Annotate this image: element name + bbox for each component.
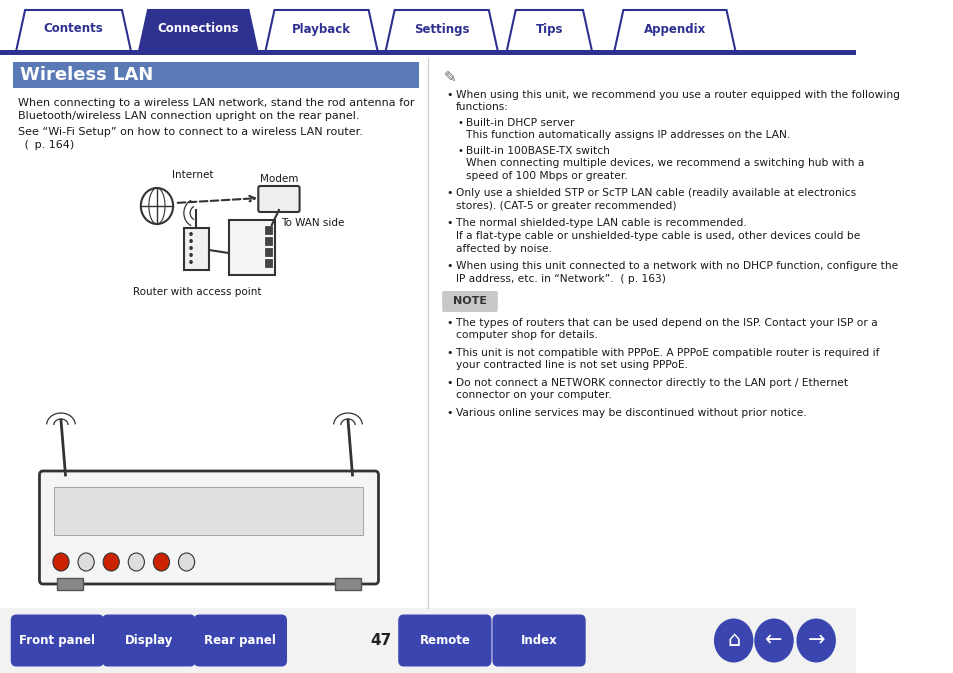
Text: •: • xyxy=(446,348,453,358)
Text: •: • xyxy=(456,118,463,128)
Text: Tips: Tips xyxy=(535,22,562,36)
FancyBboxPatch shape xyxy=(39,471,378,584)
Circle shape xyxy=(189,239,193,243)
Text: •: • xyxy=(446,261,453,271)
Text: When using this unit, we recommend you use a router equipped with the following: When using this unit, we recommend you u… xyxy=(456,90,899,100)
Text: Modem: Modem xyxy=(259,174,298,184)
Text: →: → xyxy=(806,631,824,651)
Circle shape xyxy=(78,553,94,571)
FancyBboxPatch shape xyxy=(0,608,855,673)
Text: connector on your computer.: connector on your computer. xyxy=(456,390,611,400)
Text: When connecting to a wireless LAN network, stand the rod antenna for: When connecting to a wireless LAN networ… xyxy=(18,98,414,108)
Circle shape xyxy=(189,253,193,257)
FancyBboxPatch shape xyxy=(229,220,275,275)
FancyBboxPatch shape xyxy=(258,186,299,212)
FancyBboxPatch shape xyxy=(56,578,83,590)
Polygon shape xyxy=(506,10,592,51)
FancyBboxPatch shape xyxy=(264,226,272,234)
Text: Rear panel: Rear panel xyxy=(204,634,276,647)
Text: Various online services may be discontinued without prior notice.: Various online services may be discontin… xyxy=(456,408,805,418)
FancyBboxPatch shape xyxy=(335,578,361,590)
Circle shape xyxy=(178,553,194,571)
Polygon shape xyxy=(16,10,131,51)
FancyBboxPatch shape xyxy=(397,614,491,666)
Circle shape xyxy=(796,618,835,662)
Polygon shape xyxy=(385,10,497,51)
Text: ✎: ✎ xyxy=(443,70,456,85)
Text: This unit is not compatible with PPPoE. A PPPoE compatible router is required if: This unit is not compatible with PPPoE. … xyxy=(456,348,878,358)
Text: Router with access point: Router with access point xyxy=(132,287,261,297)
Circle shape xyxy=(103,553,119,571)
Text: This function automatically assigns IP addresses on the LAN.: This function automatically assigns IP a… xyxy=(466,131,790,141)
Text: To WAN side: To WAN side xyxy=(280,218,344,228)
Text: Remote: Remote xyxy=(419,634,470,647)
Text: See “Wi-Fi Setup” on how to connect to a wireless LAN router.: See “Wi-Fi Setup” on how to connect to a… xyxy=(18,127,362,137)
Text: 47: 47 xyxy=(370,633,392,648)
Text: IP address, etc. in “Network”.  ( p. 163): IP address, etc. in “Network”. ( p. 163) xyxy=(456,273,665,283)
Circle shape xyxy=(754,618,793,662)
Polygon shape xyxy=(614,10,735,51)
Circle shape xyxy=(713,618,753,662)
Text: stores). (CAT-5 or greater recommended): stores). (CAT-5 or greater recommended) xyxy=(456,201,676,211)
FancyBboxPatch shape xyxy=(10,614,104,666)
Text: NOTE: NOTE xyxy=(453,296,486,306)
Circle shape xyxy=(189,232,193,236)
FancyBboxPatch shape xyxy=(184,228,209,270)
Polygon shape xyxy=(139,10,257,51)
Text: Do not connect a NETWORK connector directly to the LAN port / Ethernet: Do not connect a NETWORK connector direc… xyxy=(456,378,847,388)
FancyBboxPatch shape xyxy=(264,248,272,256)
Text: If a flat-type cable or unshielded-type cable is used, other devices could be: If a flat-type cable or unshielded-type … xyxy=(456,231,859,241)
Text: •: • xyxy=(446,90,453,100)
Text: •: • xyxy=(446,219,453,229)
Polygon shape xyxy=(265,10,377,51)
Text: ←: ← xyxy=(764,631,782,651)
Text: Settings: Settings xyxy=(414,22,469,36)
Circle shape xyxy=(189,260,193,264)
Text: Internet: Internet xyxy=(172,170,213,180)
Text: When using this unit connected to a network with no DHCP function, configure the: When using this unit connected to a netw… xyxy=(456,261,897,271)
Text: speed of 100 Mbps or greater.: speed of 100 Mbps or greater. xyxy=(466,171,627,181)
Text: Playback: Playback xyxy=(292,22,351,36)
Text: Built-in DHCP server: Built-in DHCP server xyxy=(466,118,575,128)
Text: Bluetooth/wireless LAN connection upright on the rear panel.: Bluetooth/wireless LAN connection uprigh… xyxy=(18,111,359,121)
FancyBboxPatch shape xyxy=(53,487,363,535)
Text: ⌂: ⌂ xyxy=(726,631,740,651)
Text: Appendix: Appendix xyxy=(643,22,705,36)
Circle shape xyxy=(128,553,144,571)
Text: computer shop for details.: computer shop for details. xyxy=(456,330,597,341)
Circle shape xyxy=(153,553,170,571)
Text: Front panel: Front panel xyxy=(19,634,95,647)
Text: •: • xyxy=(446,378,453,388)
Circle shape xyxy=(52,553,69,571)
Text: Index: Index xyxy=(520,634,557,647)
Text: Display: Display xyxy=(125,634,172,647)
Text: •: • xyxy=(446,318,453,328)
FancyBboxPatch shape xyxy=(193,614,287,666)
Text: affected by noise.: affected by noise. xyxy=(456,244,551,254)
Text: •: • xyxy=(446,408,453,418)
Text: Wireless LAN: Wireless LAN xyxy=(20,66,152,84)
FancyBboxPatch shape xyxy=(264,237,272,245)
Text: (  p. 164): ( p. 164) xyxy=(21,140,73,150)
Text: Built-in 100BASE-TX switch: Built-in 100BASE-TX switch xyxy=(466,146,610,156)
Text: •: • xyxy=(446,188,453,199)
Text: your contracted line is not set using PPPoE.: your contracted line is not set using PP… xyxy=(456,361,687,371)
Text: The normal shielded-type LAN cable is recommended.: The normal shielded-type LAN cable is re… xyxy=(456,219,745,229)
Text: functions:: functions: xyxy=(456,102,508,112)
FancyBboxPatch shape xyxy=(13,62,418,88)
Circle shape xyxy=(189,246,193,250)
FancyBboxPatch shape xyxy=(102,614,195,666)
Text: When connecting multiple devices, we recommend a switching hub with a: When connecting multiple devices, we rec… xyxy=(466,159,863,168)
FancyBboxPatch shape xyxy=(441,291,497,312)
Text: Only use a shielded STP or ScTP LAN cable (readily available at electronics: Only use a shielded STP or ScTP LAN cabl… xyxy=(456,188,855,199)
FancyBboxPatch shape xyxy=(492,614,585,666)
FancyBboxPatch shape xyxy=(0,50,855,55)
Text: •: • xyxy=(456,146,463,156)
Text: Contents: Contents xyxy=(44,22,103,36)
Text: Connections: Connections xyxy=(157,22,238,36)
FancyBboxPatch shape xyxy=(264,259,272,267)
Text: The types of routers that can be used depend on the ISP. Contact your ISP or a: The types of routers that can be used de… xyxy=(456,318,877,328)
